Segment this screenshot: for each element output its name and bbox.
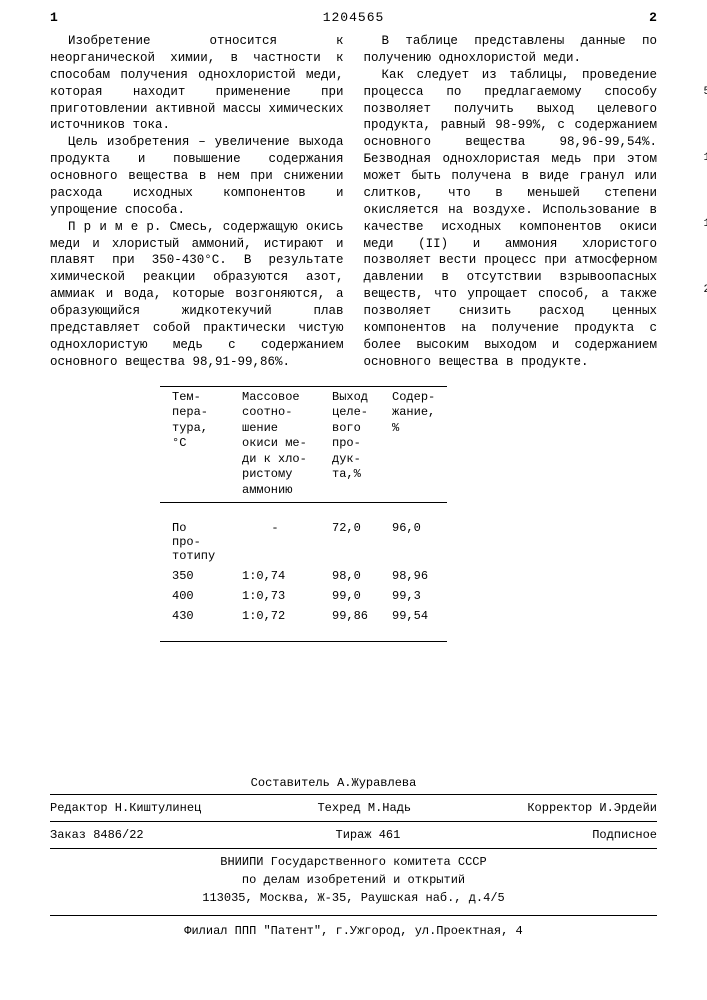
subscribe: Подписное <box>592 826 657 844</box>
col-header: Содер-жание,% <box>380 386 447 502</box>
left-column: Изобретение относится к неорганической х… <box>50 33 344 371</box>
org-addr: 113035, Москва, Ж-35, Раушская наб., д.4… <box>50 889 657 907</box>
cell: 430 <box>160 606 230 642</box>
cell: По про-тотипу <box>160 502 230 566</box>
para-2: Цель изобретения – увеличение выхода про… <box>50 134 344 218</box>
cell: 98,0 <box>320 566 380 586</box>
para-r1: В таблице представлены данные по получен… <box>364 33 658 67</box>
doc-number: 1204565 <box>323 10 385 25</box>
cell: 99,0 <box>320 586 380 606</box>
cell: 1:0,73 <box>230 586 320 606</box>
org-line-1: ВНИИПИ Государственного комитета СССР <box>50 853 657 871</box>
footer-credits-2: Редактор Н.Киштулинец Техред М.Надь Корр… <box>50 794 657 822</box>
line-num-5: 5 <box>704 85 707 100</box>
line-num-10: 10 <box>704 151 707 166</box>
col-header: Тем-пера-тура,°С <box>160 386 230 502</box>
table-row: 430 1:0,72 99,86 99,54 <box>160 606 447 642</box>
para-r2: Как следует из таблицы, проведение проце… <box>364 67 658 371</box>
cell: 99,3 <box>380 586 447 606</box>
page-right: 2 <box>649 10 657 25</box>
footer-org: ВНИИПИ Государственного комитета СССР по… <box>50 853 657 907</box>
cell: 400 <box>160 586 230 606</box>
header: 1 1204565 2 <box>50 10 657 25</box>
footer-order-row: Заказ 8486/22 Тираж 461 Подписное <box>50 822 657 849</box>
col-header: Выходцеле-вогопро-дук-та,% <box>320 386 380 502</box>
right-column: 5 10 15 20 В таблице представлены данные… <box>364 33 658 371</box>
corrector: Корректор И.Эрдейи <box>527 799 657 817</box>
cell: 1:0,72 <box>230 606 320 642</box>
cell: 99,86 <box>320 606 380 642</box>
table-row: 400 1:0,73 99,0 99,3 <box>160 586 447 606</box>
cell: 99,54 <box>380 606 447 642</box>
tirage: Тираж 461 <box>336 826 401 844</box>
cell: 96,0 <box>380 502 447 566</box>
table-row: По про-тотипу - 72,0 96,0 <box>160 502 447 566</box>
techred: Техред М.Надь <box>317 799 411 817</box>
cell: 98,96 <box>380 566 447 586</box>
data-table: Тем-пера-тура,°С Массовоесоотно-шениеоки… <box>160 386 447 642</box>
page-left: 1 <box>50 10 58 25</box>
table-header-row: Тем-пера-тура,°С Массовоесоотно-шениеоки… <box>160 386 447 502</box>
para-1: Изобретение относится к неорганической х… <box>50 33 344 134</box>
cell: 1:0,74 <box>230 566 320 586</box>
col-header: Массовоесоотно-шениеокиси ме-ди к хло-ри… <box>230 386 320 502</box>
compiler: Составитель А.Журавлева <box>251 774 417 792</box>
cell: 350 <box>160 566 230 586</box>
table-row: 350 1:0,74 98,0 98,96 <box>160 566 447 586</box>
line-num-20: 20 <box>704 283 707 298</box>
cell: 72,0 <box>320 502 380 566</box>
footer-branch: Филиал ППП "Патент", г.Ужгород, ул.Проек… <box>50 915 657 940</box>
body-columns: Изобретение относится к неорганической х… <box>50 33 657 371</box>
branch: Филиал ППП "Патент", г.Ужгород, ул.Проек… <box>184 924 522 938</box>
org-line-2: по делам изобретений и открытий <box>50 871 657 889</box>
footer: Составитель А.Журавлева Редактор Н.Кишту… <box>50 774 657 940</box>
order: Заказ 8486/22 <box>50 826 144 844</box>
cell: - <box>230 502 320 566</box>
footer-credits: Составитель А.Журавлева <box>50 774 657 792</box>
line-num-15: 15 <box>704 217 707 232</box>
para-3: П р и м е р. Смесь, содержащую окись мед… <box>50 219 344 371</box>
editor: Редактор Н.Киштулинец <box>50 799 201 817</box>
